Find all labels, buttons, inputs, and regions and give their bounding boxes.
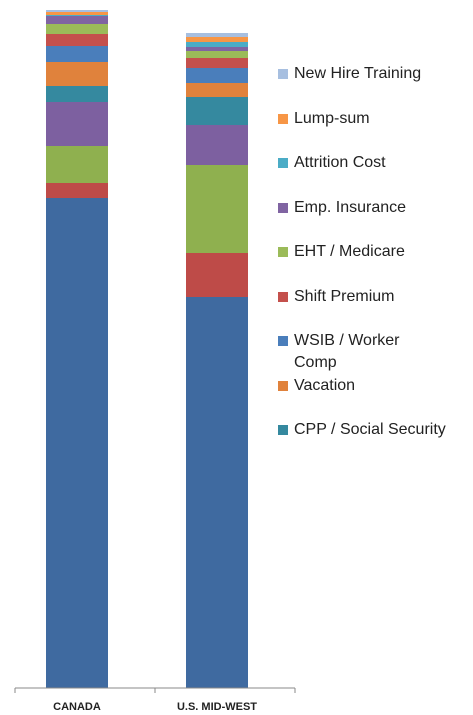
legend-swatch [278,380,288,391]
bar-segment [186,165,248,253]
bar-segment [186,97,248,125]
bar-segment [186,42,248,47]
bar-segment [186,68,248,83]
legend-swatch [278,158,288,168]
bar-segment [46,34,108,46]
bar-segment [46,198,108,688]
bar-segment [46,102,108,146]
bar-segment [46,146,108,183]
legend-label: Vacation [294,376,356,394]
bar-segment [46,15,108,16]
bar-segment [46,62,108,86]
x-tick-label: CANADA [53,701,101,713]
x-tick-label: U.S. MID-WEST [177,701,257,713]
bar-segment [186,51,248,58]
bar-segment [186,253,248,297]
legend-label: Lump-sum [294,109,370,127]
legend-label: CPP / Social Security [294,421,446,438]
legend-swatch [278,247,288,257]
bar-segment [186,125,248,165]
legend-swatch [278,291,288,302]
bar-segment [46,46,108,62]
legend-label: Attrition Cost [294,154,386,171]
legend-label: Emp. Insurance [294,198,407,216]
bar-segment [186,297,248,688]
legend-label: New Hire Training [294,65,422,82]
bar-segment [186,58,248,68]
legend-swatch [278,202,288,213]
legend-swatch [278,113,288,124]
legend-swatch [278,425,288,435]
legend-label: EHT / Medicare [294,243,405,260]
legend-label: Shift Premium [294,287,395,305]
bar-segment [46,10,108,12]
legend-swatch [278,336,288,346]
bar-segment [186,37,248,42]
bar-segment [46,16,108,24]
legend-label: WSIB / Worker Comp [294,332,400,371]
bar-segment [186,83,248,97]
bar-segment [186,47,248,51]
bar-segment [46,24,108,34]
bar-segment [46,183,108,198]
bar-segment [186,33,248,37]
legend-swatch [278,69,288,79]
bar-segment [46,86,108,102]
bar-segment [46,12,108,15]
